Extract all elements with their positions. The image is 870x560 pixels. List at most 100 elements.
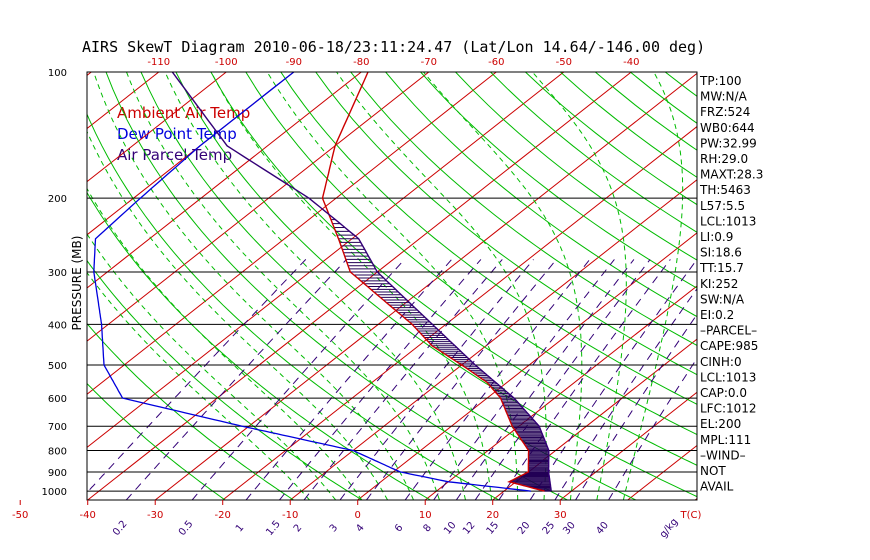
mixing-ratio-label: 0.5 bbox=[177, 519, 196, 538]
mixing-ratio-label: 25 bbox=[541, 520, 558, 537]
mixing-ratio-label: g/kg bbox=[658, 516, 680, 540]
bottom-temp-tick-label: 10 bbox=[419, 510, 432, 521]
top-temp-tick-label: -60 bbox=[488, 57, 504, 68]
index-entry: RH:29.0 bbox=[700, 152, 748, 166]
moist-adiabat-line bbox=[87, 233, 337, 500]
dry-adiabat-line bbox=[455, 72, 697, 261]
mixing-ratio-label: 15 bbox=[485, 520, 502, 537]
index-entry: FRZ:524 bbox=[700, 105, 750, 119]
mixing-ratio-line bbox=[498, 259, 671, 500]
mixing-ratio-line bbox=[339, 259, 534, 500]
pressure-tick-label: 800 bbox=[48, 447, 67, 458]
moist-adiabat-line bbox=[87, 271, 310, 500]
pressure-tick-label: 500 bbox=[48, 361, 67, 372]
y-axis-label: PRESSURE (MB) bbox=[70, 236, 84, 331]
pressure-tick-label: 100 bbox=[48, 68, 67, 79]
mixing-ratio-line bbox=[191, 259, 405, 500]
profile-curves bbox=[93, 72, 552, 492]
mixing-ratio-line bbox=[404, 259, 591, 500]
bottom-temp-tick-label: -10 bbox=[282, 510, 298, 521]
mixing-ratio-line bbox=[303, 259, 503, 500]
isotherm-line bbox=[289, 179, 697, 500]
top-temp-tick-label: -70 bbox=[421, 57, 437, 68]
mixing-ratio-line bbox=[245, 259, 453, 500]
index-entry: CAP:0.0 bbox=[700, 386, 747, 400]
mixing-ratio-label: 8 bbox=[421, 522, 434, 534]
series-line bbox=[321, 72, 545, 492]
dry-adiabat-line bbox=[87, 259, 363, 500]
chart-title: AIRS SkewT Diagram 2010-06-18/23:11:24.4… bbox=[82, 38, 705, 56]
index-entry: AVAIL bbox=[700, 480, 734, 494]
index-entry: MAXT:28.3 bbox=[700, 168, 763, 182]
dry-adiabat-line bbox=[105, 72, 568, 500]
dry-adiabat-line bbox=[210, 72, 697, 466]
mixing-ratio-label: 6 bbox=[393, 522, 406, 534]
mixing-ratio-line bbox=[279, 259, 482, 500]
index-entry: LCL:1013 bbox=[700, 214, 756, 228]
pressure-tick-label: 600 bbox=[48, 394, 67, 405]
mixing-ratio-label: 12 bbox=[461, 520, 478, 537]
chart-legend: Ambient Air Temp Dew Point Temp Air Parcel… bbox=[117, 104, 250, 164]
isotherm-line bbox=[87, 72, 430, 342]
bottom-temp-tick-label: -30 bbox=[147, 510, 163, 521]
bottom-temp-tick-label: 30 bbox=[554, 510, 567, 521]
index-entry: –WIND– bbox=[700, 448, 746, 462]
moist-adiabat-line bbox=[87, 130, 389, 500]
moist-adiabat-line bbox=[532, 72, 627, 500]
bottom-temp-tick-label: -20 bbox=[215, 510, 231, 521]
dry-adiabat-line bbox=[840, 72, 870, 500]
grid-lines bbox=[87, 72, 870, 500]
pressure-tick-label: 200 bbox=[48, 194, 67, 205]
x-axis-unit-label: T(C) bbox=[680, 510, 702, 521]
index-entry: LFC:1012 bbox=[700, 402, 757, 416]
mixing-ratio-label: 10 bbox=[442, 520, 459, 537]
index-entry: TP:100 bbox=[699, 74, 742, 88]
mixing-ratio-label: 1 bbox=[234, 522, 247, 534]
moist-adiabat-line bbox=[87, 187, 363, 500]
dry-adiabat-line bbox=[805, 72, 870, 500]
pressure-tick-label: 300 bbox=[48, 268, 67, 279]
index-entry: CAPE:985 bbox=[700, 339, 758, 353]
dry-adiabat-line bbox=[87, 322, 294, 500]
index-entry: EL:200 bbox=[700, 417, 741, 431]
dry-adiabat-line bbox=[245, 72, 697, 436]
bottom-temp-tick-label: 0 bbox=[355, 510, 361, 521]
index-entry: WB0:644 bbox=[700, 121, 755, 135]
mixing-ratio-label: 1.5 bbox=[264, 519, 283, 538]
index-entry: MW:N/A bbox=[700, 90, 748, 104]
isotherm-line bbox=[87, 72, 632, 500]
top-temp-tick-label: -80 bbox=[353, 57, 369, 68]
plot-area bbox=[86, 71, 870, 501]
mixing-ratio-line bbox=[575, 313, 697, 500]
bottom-temp-tick-label: 20 bbox=[486, 510, 499, 521]
index-entry: SW:N/A bbox=[700, 292, 745, 306]
dry-adiabat-line bbox=[87, 112, 500, 500]
index-entry: LI:0.9 bbox=[700, 230, 733, 244]
mixing-ratio-line bbox=[433, 259, 615, 500]
dry-adiabat-line bbox=[315, 72, 697, 376]
dry-adiabat-line bbox=[87, 382, 226, 500]
index-entry: L57:5.5 bbox=[700, 199, 745, 213]
bottom-temp-tick-label: -40 bbox=[80, 510, 96, 521]
moist-adiabat-line bbox=[423, 72, 583, 500]
dry-adiabat-line bbox=[664, 72, 697, 97]
index-entry: –PARCEL– bbox=[700, 324, 757, 338]
mixing-ratio-line bbox=[529, 259, 697, 500]
dry-adiabat-line bbox=[525, 72, 697, 206]
series-line bbox=[93, 72, 532, 492]
pressure-tick-label: 700 bbox=[48, 422, 67, 433]
isotherm-line bbox=[87, 72, 227, 183]
dry-adiabat-line bbox=[280, 72, 697, 405]
index-entry: TH:5463 bbox=[699, 183, 751, 197]
mixing-ratio-line bbox=[366, 259, 557, 500]
isotherm-line bbox=[559, 391, 697, 500]
dry-adiabat-line bbox=[385, 72, 697, 318]
index-entry: NOT bbox=[700, 464, 726, 478]
dry-adiabat-line bbox=[175, 72, 697, 498]
legend-entry: Dew Point Temp bbox=[117, 125, 237, 143]
dry-adiabat-line bbox=[420, 72, 697, 289]
mixing-ratio-line bbox=[125, 259, 347, 500]
index-entry: CINH:0 bbox=[700, 355, 742, 369]
index-entry: MPL:111 bbox=[700, 433, 751, 447]
